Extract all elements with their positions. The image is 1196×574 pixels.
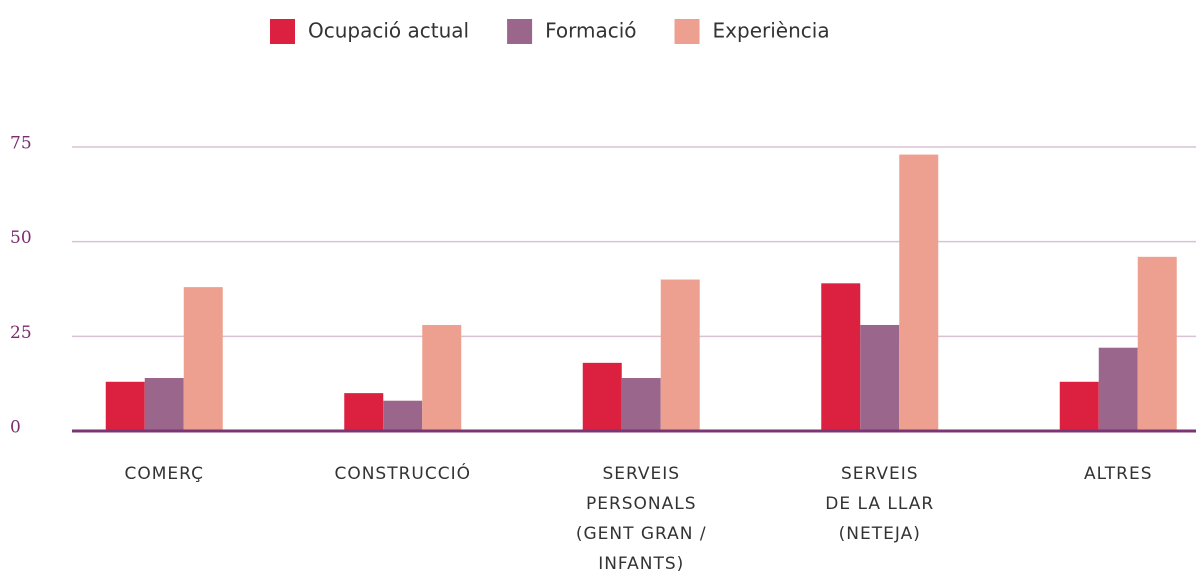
- x-tick-label: (GENT GRAN /: [576, 524, 707, 544]
- bar: [144, 377, 184, 431]
- bar: [621, 377, 661, 431]
- bar: [105, 381, 145, 431]
- bar: [660, 279, 700, 431]
- bar: [860, 324, 900, 431]
- bar: [1059, 381, 1099, 431]
- x-tick-label: ALTRES: [1084, 464, 1153, 484]
- y-tick-label: 50: [10, 228, 32, 248]
- bar: [582, 362, 622, 431]
- x-tick-label: CONSTRUCCIÓ: [334, 462, 471, 484]
- y-tick-label: 25: [10, 323, 32, 343]
- bar: [344, 393, 384, 431]
- legend-swatch: [674, 19, 700, 44]
- bar: [422, 324, 462, 431]
- legend-label: Ocupació actual: [308, 19, 469, 43]
- x-tick-label: SERVEIS: [841, 464, 919, 484]
- legend-swatch: [507, 19, 533, 44]
- x-tick-label: INFANTS): [598, 554, 684, 574]
- legend-label: Experiència: [713, 19, 830, 43]
- bar: [1137, 256, 1177, 431]
- y-tick-label: 75: [10, 134, 32, 154]
- legend-swatch: [270, 19, 295, 44]
- bar: [183, 287, 223, 431]
- x-tick-label: SERVEIS: [602, 464, 680, 484]
- y-tick-label: 0: [10, 418, 21, 438]
- bar: [383, 400, 423, 431]
- x-tick-label: (NETEJA): [839, 524, 921, 544]
- bar: [821, 283, 861, 431]
- legend-label: Formació: [545, 19, 636, 43]
- x-tick-label: COMERÇ: [125, 464, 205, 484]
- bar: [899, 154, 939, 431]
- bar: [1098, 347, 1138, 431]
- x-tick-label: PERSONALS: [586, 494, 697, 514]
- x-tick-label: DE LA LLAR: [825, 494, 934, 514]
